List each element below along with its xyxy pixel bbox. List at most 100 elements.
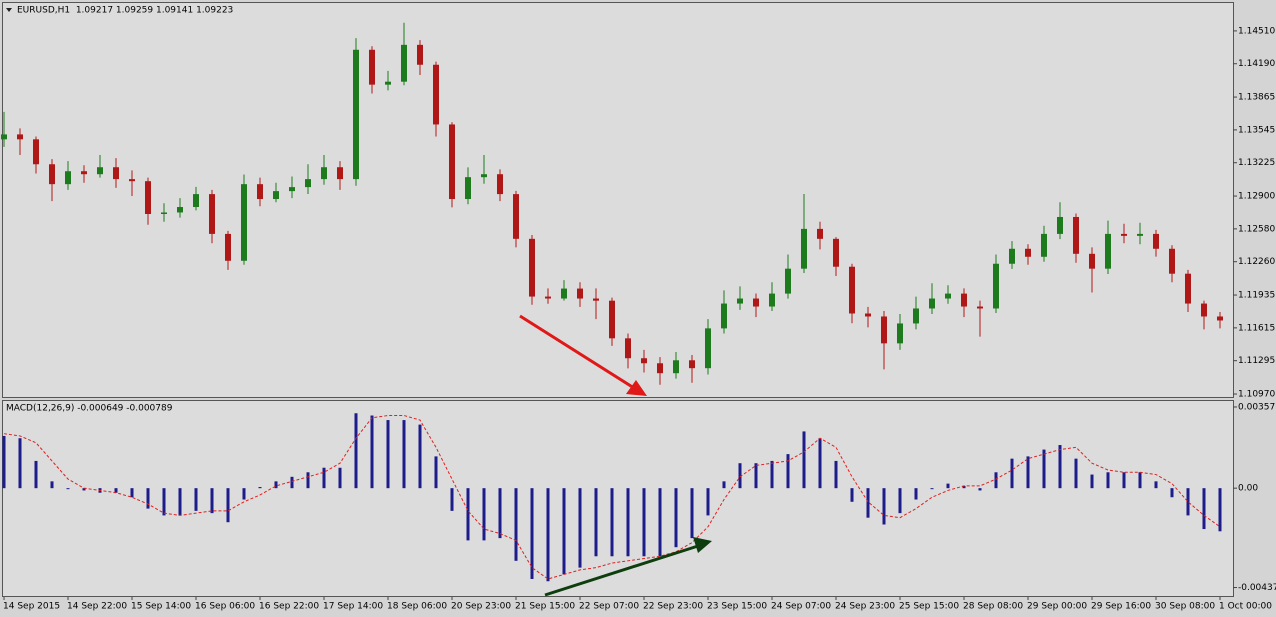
- candle-body: [753, 298, 759, 307]
- candle-body: [1073, 216, 1079, 254]
- candle-body: [1153, 233, 1159, 249]
- candle-body: [369, 49, 375, 85]
- macd-bar: [578, 488, 582, 568]
- macd-bar: [962, 485, 966, 489]
- macd-bar: [226, 488, 230, 523]
- candle-body: [673, 360, 679, 374]
- x-tick-label: 22 Sep 07:00: [579, 602, 639, 612]
- macd-bar: [130, 488, 134, 498]
- macd-bar: [738, 463, 742, 489]
- x-tick-label: 14 Sep 22:00: [67, 602, 127, 612]
- macd-bar: [322, 467, 326, 489]
- macd-bar: [994, 472, 998, 489]
- macd-bar: [1010, 458, 1014, 489]
- macd-bar: [1138, 472, 1142, 489]
- candle-body: [273, 191, 279, 200]
- macd-bar: [114, 488, 118, 493]
- macd-bar: [914, 488, 918, 500]
- x-tick-label: 22 Sep 23:00: [643, 602, 703, 612]
- candle-body: [289, 187, 295, 192]
- macd-bar: [1122, 472, 1126, 489]
- candle-body: [865, 313, 871, 317]
- candle-body: [161, 212, 167, 215]
- macd-bar: [594, 488, 598, 557]
- signal-line: [3, 415, 1221, 580]
- macd-bar: [178, 488, 182, 516]
- macd-bar: [770, 460, 774, 489]
- candle-body: [113, 167, 119, 180]
- macd-bar: [546, 488, 550, 582]
- macd-bar: [354, 413, 358, 489]
- macd-bar: [1218, 488, 1222, 532]
- plot: 1.14510 1.14190 1.13865 1.13545 1.13225 1.129…: [1, 22, 1276, 612]
- x-tick-label: 16 Sep 22:00: [259, 602, 319, 612]
- candle-body: [497, 174, 503, 195]
- macd-bar: [146, 488, 150, 509]
- x-tick-label: 17 Sep 14:00: [323, 602, 383, 612]
- candle-body: [817, 228, 823, 239]
- macd-bar: [946, 483, 950, 489]
- candle-body: [625, 338, 631, 359]
- macd-bar: [722, 481, 726, 489]
- candle-body: [1, 134, 7, 140]
- y-tick-label: 1.10970: [1238, 390, 1275, 400]
- y-tick-label: 1.14510: [1238, 26, 1275, 36]
- y-tick-label: 1.13865: [1238, 93, 1275, 103]
- macd-bar: [1106, 472, 1110, 489]
- candle-body: [353, 49, 359, 180]
- red-arrow: [519, 314, 647, 396]
- candle-body: [193, 194, 199, 208]
- candle-body: [785, 268, 791, 294]
- candle-body: [1121, 233, 1127, 236]
- candle-body: [849, 266, 855, 314]
- macd-bar: [834, 460, 838, 489]
- y-tick-label: 1.14190: [1238, 59, 1275, 69]
- macd-bar: [754, 463, 758, 489]
- candle-body: [257, 184, 263, 200]
- candle-body: [993, 263, 999, 309]
- macd-bar: [18, 438, 22, 489]
- x-tick-label: 15 Sep 14:00: [131, 602, 191, 612]
- arrow-head: [626, 380, 647, 396]
- collapse-icon: [6, 8, 12, 12]
- y-tick-label: 0.003577: [1238, 402, 1276, 412]
- candle-body: [545, 296, 551, 299]
- candle-body: [49, 164, 55, 185]
- macd-bar: [802, 431, 806, 489]
- candle-body: [337, 167, 343, 180]
- macd-bar: [242, 488, 246, 500]
- x-tick-label: 24 Sep 07:00: [771, 602, 831, 612]
- candle-body: [657, 363, 663, 374]
- candle-body: [593, 298, 599, 301]
- macd-bar: [1202, 488, 1206, 530]
- y-tick-label: 0.00: [1238, 484, 1258, 494]
- macd-bar: [1026, 456, 1030, 489]
- macd-bar: [898, 488, 902, 514]
- candle-body: [913, 308, 919, 324]
- candle-body: [81, 171, 87, 175]
- x-tick-label: 30 Sep 08:00: [1155, 602, 1215, 612]
- macd-bar: [482, 488, 486, 541]
- candle-body: [801, 228, 807, 269]
- candle-body: [321, 167, 327, 180]
- candle-body: [145, 181, 151, 215]
- macd-bar: [674, 488, 678, 548]
- y-tick-label: 1.12580: [1238, 224, 1275, 234]
- x-tick-label: 25 Sep 15:00: [899, 602, 959, 612]
- macd-bar: [1170, 488, 1174, 498]
- macd-bar: [866, 488, 870, 518]
- macd-bar: [930, 488, 934, 490]
- x-tick-label: 23 Sep 15:00: [707, 602, 767, 612]
- x-tick-label: 14 Sep 2015: [3, 602, 60, 612]
- macd-bar: [306, 472, 310, 489]
- candle-body: [1169, 248, 1175, 274]
- candle-body: [241, 184, 247, 261]
- candle-body: [529, 238, 535, 297]
- candle-body: [721, 303, 727, 329]
- arrow-shaft: [519, 314, 635, 390]
- candle-body: [705, 328, 711, 369]
- macd-bar: [434, 456, 438, 489]
- candle-body: [977, 306, 983, 309]
